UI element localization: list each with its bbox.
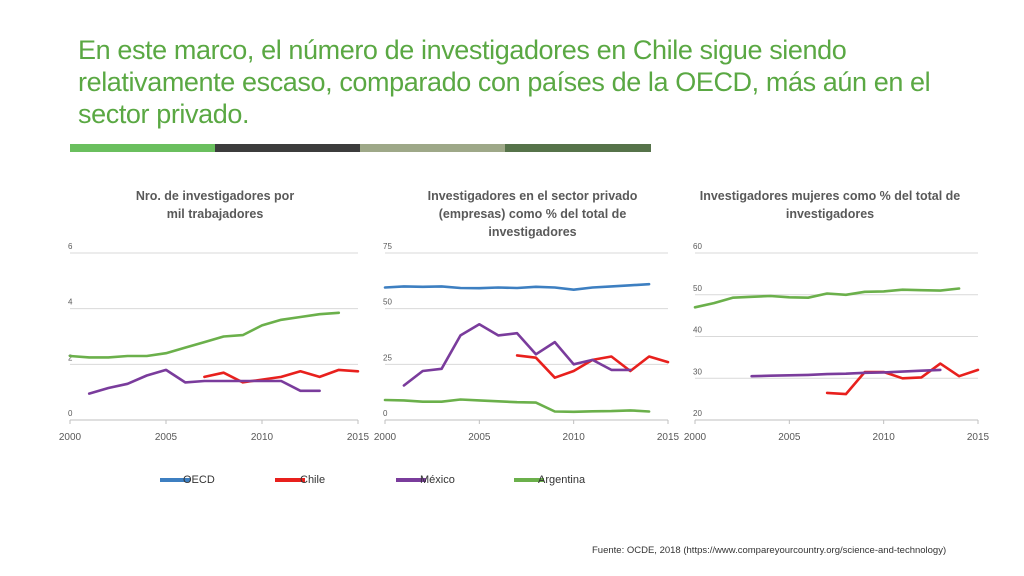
legend-label-mexico: México bbox=[420, 474, 455, 486]
chart-3-x-tick-label: 2000 bbox=[684, 432, 707, 443]
decorative-bar-1 bbox=[70, 144, 215, 152]
chart-2-title: Investigadores en el sector privado (emp… bbox=[427, 189, 638, 239]
legend-swatch-chile bbox=[275, 478, 305, 482]
chart-2-series-mexico-line bbox=[402, 322, 632, 387]
chart-3-y-tick-label: 30 bbox=[693, 367, 702, 376]
chart-3-x-tick-label: 2015 bbox=[967, 432, 990, 443]
chart-1-y-tick-label: 0 bbox=[68, 409, 73, 418]
legend-swatch-oecd bbox=[160, 478, 190, 482]
legend-label-chile: Chile bbox=[300, 474, 326, 486]
chart-3-y-tick-label: 20 bbox=[693, 409, 702, 418]
source-note: Fuente: OCDE, 2018 (https://www.comparey… bbox=[592, 545, 947, 556]
slide-title: En este marco, el número de investigador… bbox=[78, 35, 931, 129]
chart-3-x-tick-label: 2010 bbox=[873, 432, 896, 443]
decorative-bar-3 bbox=[360, 144, 505, 152]
chart-2-y-tick-label: 25 bbox=[383, 353, 392, 362]
chart-2-series-argentina-line bbox=[383, 398, 651, 414]
chart-2-y-tick-label: 50 bbox=[383, 298, 392, 307]
chart-1-y-tick-label: 6 bbox=[68, 242, 73, 251]
chart-3-series-argentina-line bbox=[693, 287, 961, 309]
chart-2-series-oecd-line bbox=[383, 282, 651, 292]
chart-3-y-tick-label: 50 bbox=[693, 284, 702, 293]
chart-1-x-tick-label: 2005 bbox=[155, 432, 178, 443]
chart-1-title: Nro. de investigadores por mil trabajado… bbox=[135, 189, 295, 221]
decorative-bar-4 bbox=[505, 144, 651, 152]
chart-1-x-tick-label: 2000 bbox=[59, 432, 82, 443]
chart-3-y-tick-label: 60 bbox=[693, 242, 702, 251]
legend-swatch-argentina bbox=[514, 478, 544, 482]
chart-2-x-tick-label: 2005 bbox=[468, 432, 491, 443]
chart-2-y-tick-label: 75 bbox=[383, 242, 392, 251]
chart-2-x-tick-label: 2000 bbox=[374, 432, 397, 443]
chart-1-y-tick-label: 2 bbox=[68, 353, 73, 362]
chart-1-y-tick-label: 4 bbox=[68, 298, 73, 307]
chart-2-y-tick-label: 0 bbox=[383, 409, 388, 418]
chart-2-x-tick-label: 2015 bbox=[657, 432, 680, 443]
chart-1-series-argentina-line bbox=[68, 311, 341, 359]
chart-1-series-mexico-line bbox=[87, 368, 321, 395]
chart-1-x-tick-label: 2010 bbox=[251, 432, 274, 443]
chart-3-x-tick-label: 2005 bbox=[778, 432, 801, 443]
chart-3-y-tick-label: 40 bbox=[693, 326, 702, 335]
chart-2-x-tick-label: 2010 bbox=[563, 432, 586, 443]
chart-3-series-chile-line bbox=[825, 362, 980, 396]
decorative-bar-2 bbox=[215, 144, 360, 152]
legend-label-argentina: Argentina bbox=[538, 474, 586, 486]
chart-3-title: Investigadores mujeres como % del total … bbox=[699, 189, 961, 221]
chart-1-series-chile-line bbox=[203, 368, 360, 384]
legend-label-oecd: OECD bbox=[183, 474, 215, 486]
chart-1-x-tick-label: 2015 bbox=[347, 432, 370, 443]
legend-swatch-mexico bbox=[396, 478, 426, 482]
chart-3-series-mexico-line bbox=[750, 368, 942, 378]
